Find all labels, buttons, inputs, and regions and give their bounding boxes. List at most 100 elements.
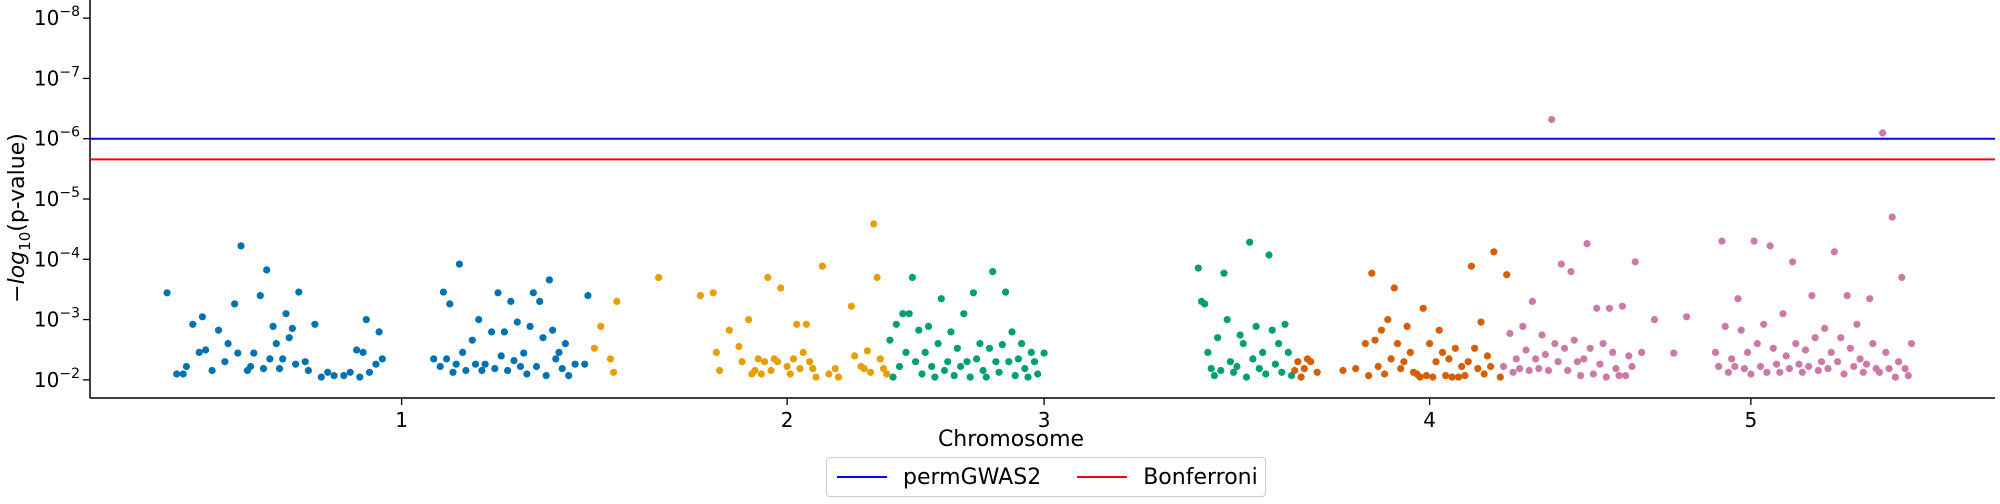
data-point [1506, 329, 1514, 338]
x-tick-label: 4 [1423, 408, 1436, 432]
data-point [1021, 365, 1029, 373]
data-point [1438, 348, 1447, 356]
data-point [478, 366, 486, 375]
data-point [1018, 340, 1026, 348]
data-point [1650, 316, 1659, 324]
data-point [1422, 372, 1430, 380]
data-point [317, 373, 325, 381]
data-point [1532, 355, 1540, 363]
data-point [1220, 269, 1228, 277]
data-point [1538, 331, 1546, 339]
data-point [1223, 316, 1231, 324]
data-point [532, 362, 541, 371]
data-point [1589, 370, 1597, 378]
data-point [285, 334, 293, 342]
data-point [520, 349, 528, 357]
data-point [565, 372, 573, 380]
data-point [886, 336, 894, 344]
data-point [1567, 268, 1575, 276]
data-point [1763, 368, 1771, 376]
data-point [1194, 264, 1202, 272]
data-point [1040, 349, 1048, 357]
data-point [1204, 348, 1212, 356]
data-point [1683, 313, 1691, 321]
data-point [1496, 373, 1504, 381]
data-point [1753, 340, 1761, 348]
data-point [1477, 318, 1485, 326]
data-point [536, 297, 544, 305]
data-point [716, 366, 724, 375]
data-point [1882, 348, 1890, 356]
data-point [542, 372, 550, 380]
data-point [259, 365, 268, 373]
data-point [876, 355, 884, 363]
data-point [1618, 302, 1626, 310]
data-point [738, 358, 746, 366]
data-point [1756, 362, 1765, 371]
data-point [1471, 344, 1479, 352]
data-point [1432, 358, 1440, 366]
data-point [1737, 326, 1745, 334]
data-point [1895, 358, 1903, 366]
data-point [1859, 368, 1867, 376]
data-point [282, 310, 290, 318]
y-tick-label: 10−5 [34, 185, 80, 211]
data-point [237, 242, 245, 250]
data-point [1609, 348, 1617, 356]
data-point [1361, 340, 1369, 348]
data-point [1499, 362, 1508, 371]
data-point [1827, 348, 1835, 356]
data-point [1490, 248, 1498, 256]
data-point [581, 360, 589, 368]
data-point [613, 297, 621, 305]
data-point [1837, 334, 1845, 342]
data-point [773, 358, 782, 366]
data-point [1885, 365, 1893, 373]
data-point [1249, 355, 1257, 363]
y-axis-label: −log10(p-value) [5, 133, 34, 303]
y-axis-label-text: −log10(p-value) [5, 133, 34, 303]
data-point [500, 328, 508, 336]
data-point [1711, 348, 1720, 356]
data-point [789, 355, 798, 363]
data-point [1843, 292, 1851, 300]
data-point [555, 348, 563, 356]
data-point [1728, 355, 1736, 363]
data-point [1846, 344, 1854, 352]
data-point [510, 357, 518, 365]
legend-item-bonferroni: Bonferroni [1077, 465, 1258, 490]
data-point [250, 349, 258, 357]
data-point [1808, 292, 1816, 300]
data-point [976, 340, 984, 348]
data-point [1294, 358, 1302, 366]
data-point [1429, 373, 1437, 381]
data-point [571, 360, 579, 368]
data-point [516, 362, 525, 371]
data-point [324, 368, 332, 376]
data-point [1817, 358, 1826, 366]
data-point [1002, 288, 1010, 296]
data-point [761, 358, 769, 366]
data-point [597, 322, 605, 330]
data-point [1246, 238, 1254, 246]
data-point [725, 326, 733, 334]
data-point [998, 341, 1006, 349]
x-tick-label: 2 [781, 408, 794, 432]
data-point [863, 347, 872, 355]
data-point [1766, 242, 1774, 250]
data-point [1268, 326, 1276, 334]
data-point [1744, 348, 1752, 356]
data-point [1721, 322, 1729, 330]
data-point [1403, 322, 1411, 330]
data-point [488, 328, 496, 336]
data-point [1480, 370, 1488, 378]
data-point [783, 362, 791, 371]
data-point [497, 352, 505, 360]
data-point [549, 326, 557, 334]
data-point [806, 358, 814, 366]
data-point [899, 310, 907, 318]
data-point [526, 322, 534, 330]
data-point [1483, 352, 1491, 360]
data-point [892, 320, 900, 328]
